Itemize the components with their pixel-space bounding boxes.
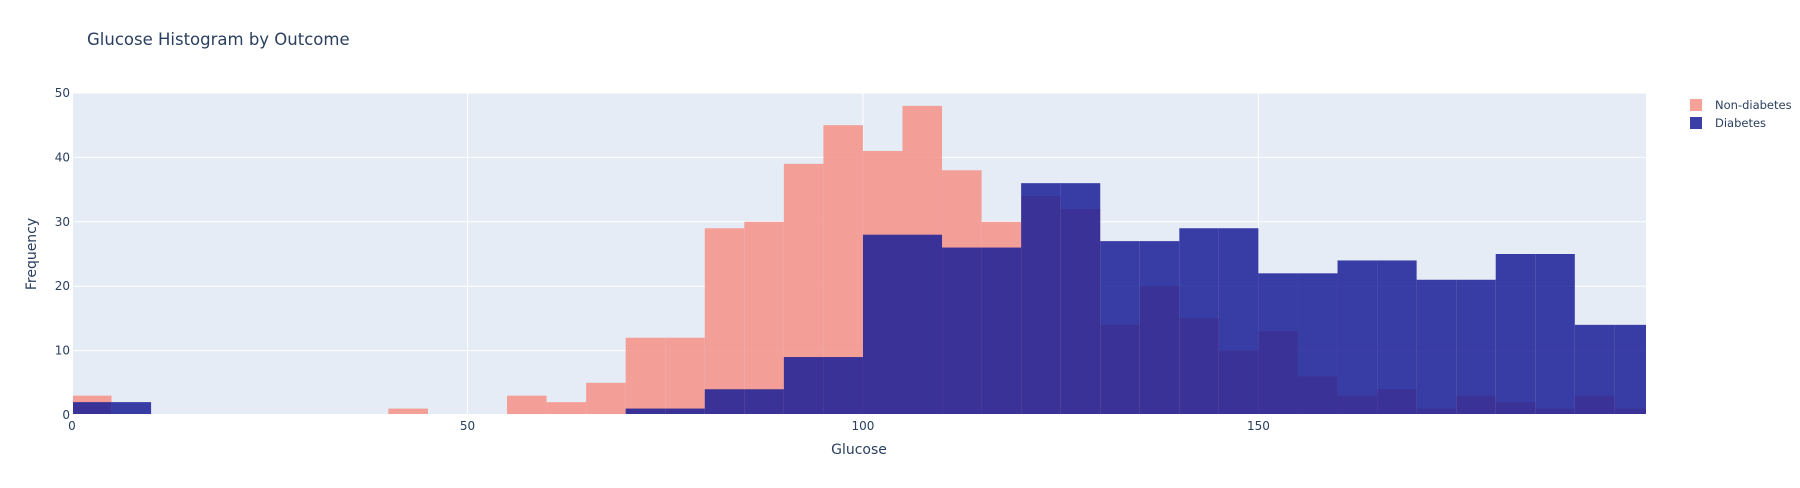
histogram-bar[interactable] [942,247,982,415]
y-tick-label: 20 [55,279,70,293]
histogram-bar[interactable] [704,228,745,415]
y-tick-label: 0 [62,408,70,422]
chart-title: Glucose Histogram by Outcome [87,30,350,49]
legend: Non-diabetes Diabetes [1690,98,1792,130]
legend-label: Diabetes [1715,116,1766,130]
histogram-bar[interactable] [507,395,547,415]
zero-line [71,93,1646,416]
histogram-bar[interactable] [862,234,903,415]
histogram-bar[interactable] [625,337,666,415]
histogram-bar[interactable] [1021,183,1061,415]
histogram-bar[interactable] [586,382,626,415]
legend-swatch [1690,117,1702,129]
legend-item-diabetes[interactable]: Diabetes [1690,116,1766,130]
histogram-bar[interactable] [704,389,745,415]
histogram-bar[interactable] [823,357,863,415]
histogram-bar[interactable] [665,337,705,415]
histogram-bar[interactable] [981,247,1022,415]
histogram-bar[interactable] [625,408,666,415]
bars [72,105,1646,415]
axis-ticks: 0 50 100 150 0 10 20 30 40 50 [55,86,1270,433]
y-axis-title: Frequency [24,218,40,290]
histogram-bar[interactable] [783,357,824,415]
y-tick-label: 40 [55,150,70,164]
histogram-bar[interactable] [1535,254,1575,415]
x-tick-label: 150 [1247,419,1270,433]
y-tick-label: 10 [55,344,70,358]
histogram-bar[interactable] [1416,279,1457,415]
histogram-bar[interactable] [902,234,943,415]
histogram-bar[interactable] [1100,241,1140,415]
x-tick-label: 50 [460,419,475,433]
histogram-bar[interactable] [1297,273,1338,415]
x-tick-label: 100 [852,419,875,433]
histogram-bar[interactable] [744,389,784,415]
histogram-bar[interactable] [1574,324,1615,415]
x-axis-title: Glucose [831,442,887,458]
histogram-bar[interactable] [1218,228,1259,415]
histogram-bar[interactable] [1456,279,1496,415]
y-tick-label: 50 [55,86,70,100]
histogram-bar[interactable] [1377,260,1417,415]
histogram-bar[interactable] [388,408,428,415]
histogram-bar[interactable] [546,402,587,415]
legend-item-non-diabetes[interactable]: Non-diabetes [1690,98,1792,112]
histogram-bar[interactable] [1179,228,1219,415]
histogram-bar[interactable] [1495,254,1536,415]
y-tick-label: 30 [55,215,70,229]
histogram-bar[interactable] [111,402,152,415]
histogram-bar[interactable] [1258,273,1298,415]
histogram-bar[interactable] [665,408,705,415]
legend-label: Non-diabetes [1715,98,1792,112]
histogram-bar[interactable] [1337,260,1378,415]
series-diabetes [72,183,1646,415]
x-tick-label: 0 [68,419,76,433]
legend-swatch [1690,99,1702,111]
histogram-bar[interactable] [72,402,112,415]
histogram-bar[interactable] [1060,183,1101,415]
histogram-bar[interactable] [744,221,784,415]
histogram-bar[interactable] [1139,241,1180,415]
histogram-bar[interactable] [1614,324,1646,415]
